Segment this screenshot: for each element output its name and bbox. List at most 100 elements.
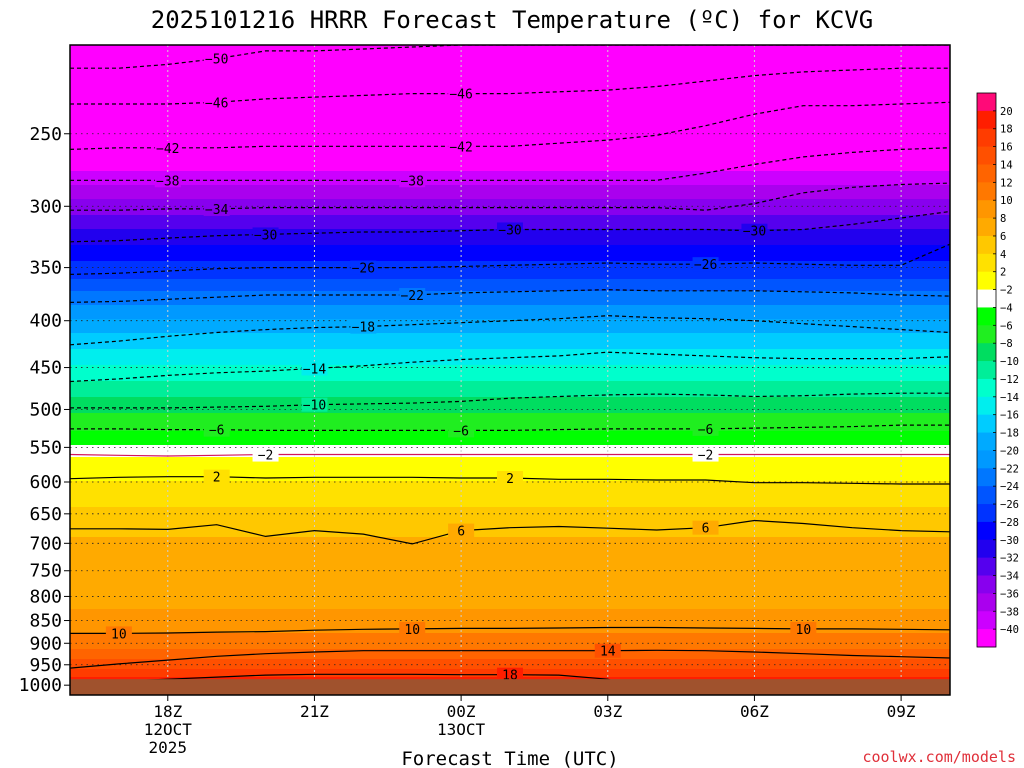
colorbar-label: 20 bbox=[1000, 106, 1013, 118]
fill-band bbox=[70, 439, 950, 442]
fill-band bbox=[70, 495, 950, 498]
contour-label: −26 bbox=[352, 262, 375, 277]
fill-band bbox=[70, 635, 950, 638]
fill-band bbox=[70, 565, 950, 568]
fill-band bbox=[70, 313, 950, 316]
fill-band bbox=[70, 351, 950, 354]
contour-label-bg bbox=[497, 222, 523, 237]
fill-band bbox=[70, 617, 950, 620]
fill-band bbox=[70, 521, 950, 524]
fill-band bbox=[70, 371, 950, 374]
y-tick-label: 300 bbox=[29, 196, 62, 217]
fill-band bbox=[70, 393, 950, 396]
fill-band bbox=[70, 425, 950, 428]
colorbar-label: −4 bbox=[1000, 302, 1013, 314]
fill-band bbox=[70, 375, 950, 378]
fill-band bbox=[70, 563, 950, 566]
fill-band bbox=[70, 545, 950, 548]
fill-band bbox=[70, 661, 950, 664]
fill-band bbox=[70, 51, 950, 54]
colorbar-swatch bbox=[977, 218, 996, 237]
fill-band bbox=[70, 401, 950, 404]
fill-band bbox=[70, 403, 950, 406]
colorbar-swatch bbox=[977, 325, 996, 344]
fill-band bbox=[70, 143, 950, 146]
fill-band bbox=[70, 367, 950, 370]
fill-band bbox=[70, 307, 950, 310]
fill-band bbox=[70, 579, 950, 582]
fill-band bbox=[70, 163, 950, 166]
colorbar-swatch bbox=[977, 611, 996, 630]
fill-band bbox=[70, 301, 950, 304]
fill-band bbox=[70, 409, 950, 412]
fill-band bbox=[70, 177, 950, 180]
fill-band bbox=[70, 49, 950, 52]
colorbar-label: −16 bbox=[1000, 410, 1019, 422]
fill-band bbox=[70, 365, 950, 368]
fill-band bbox=[70, 289, 950, 292]
fill-band bbox=[70, 551, 950, 554]
fill-band bbox=[70, 149, 950, 152]
fill-band bbox=[70, 423, 950, 426]
fill-band bbox=[70, 467, 950, 470]
colorbar-label: −12 bbox=[1000, 374, 1019, 386]
colorbar-swatch bbox=[977, 361, 996, 380]
contour-label-bg bbox=[301, 361, 328, 376]
fill-band bbox=[70, 637, 950, 640]
fill-band bbox=[70, 61, 950, 64]
fill-band bbox=[70, 643, 950, 646]
fill-band bbox=[70, 443, 950, 446]
fill-band bbox=[70, 457, 950, 460]
contour-label-bg bbox=[203, 95, 230, 110]
fill-band bbox=[70, 633, 950, 636]
fill-band bbox=[70, 399, 950, 402]
fill-band bbox=[70, 211, 950, 214]
fill-band bbox=[70, 215, 950, 218]
fill-band bbox=[70, 59, 950, 62]
fill-band bbox=[70, 251, 950, 254]
fill-band bbox=[70, 273, 950, 276]
fill-band bbox=[70, 99, 950, 102]
fill-band bbox=[70, 161, 950, 164]
fill-band bbox=[70, 217, 950, 220]
x-tick-label: 09Z bbox=[887, 702, 916, 721]
colorbar-label: −14 bbox=[1000, 392, 1019, 404]
fill-band bbox=[70, 575, 950, 578]
fill-band bbox=[70, 615, 950, 618]
fill-band bbox=[70, 115, 950, 118]
fill-band bbox=[70, 441, 950, 444]
fill-band bbox=[70, 83, 950, 86]
colorbar-label: −24 bbox=[1000, 481, 1019, 493]
fill-band bbox=[70, 317, 950, 320]
contour-label-bg bbox=[301, 397, 328, 412]
temperature-fill-layer bbox=[70, 45, 950, 695]
fill-band bbox=[70, 641, 950, 644]
contour-label-bg bbox=[203, 422, 230, 437]
fill-band bbox=[70, 397, 950, 400]
fill-band bbox=[70, 107, 950, 110]
fill-band bbox=[70, 511, 950, 514]
contour-label: −2 bbox=[258, 449, 274, 464]
fill-band bbox=[70, 611, 950, 614]
fill-band bbox=[70, 603, 950, 606]
x-tick-label: 00Z bbox=[447, 702, 476, 721]
fill-band bbox=[70, 623, 950, 626]
fill-band bbox=[70, 135, 950, 138]
contour-label: −30 bbox=[498, 223, 521, 238]
colorbar-label: −36 bbox=[1000, 588, 1019, 600]
y-tick-label: 950 bbox=[29, 655, 62, 676]
fill-band bbox=[70, 199, 950, 202]
colorbar-label: 16 bbox=[1000, 142, 1013, 154]
fill-band bbox=[70, 155, 950, 158]
fill-band bbox=[70, 303, 950, 306]
contour-label: −38 bbox=[156, 174, 179, 189]
fill-band bbox=[70, 165, 950, 168]
fill-band bbox=[70, 103, 950, 106]
fill-band bbox=[70, 101, 950, 104]
fill-band bbox=[70, 173, 950, 176]
fill-band bbox=[70, 319, 950, 322]
fill-band bbox=[70, 125, 950, 128]
fill-band bbox=[70, 503, 950, 506]
fill-band bbox=[70, 207, 950, 210]
